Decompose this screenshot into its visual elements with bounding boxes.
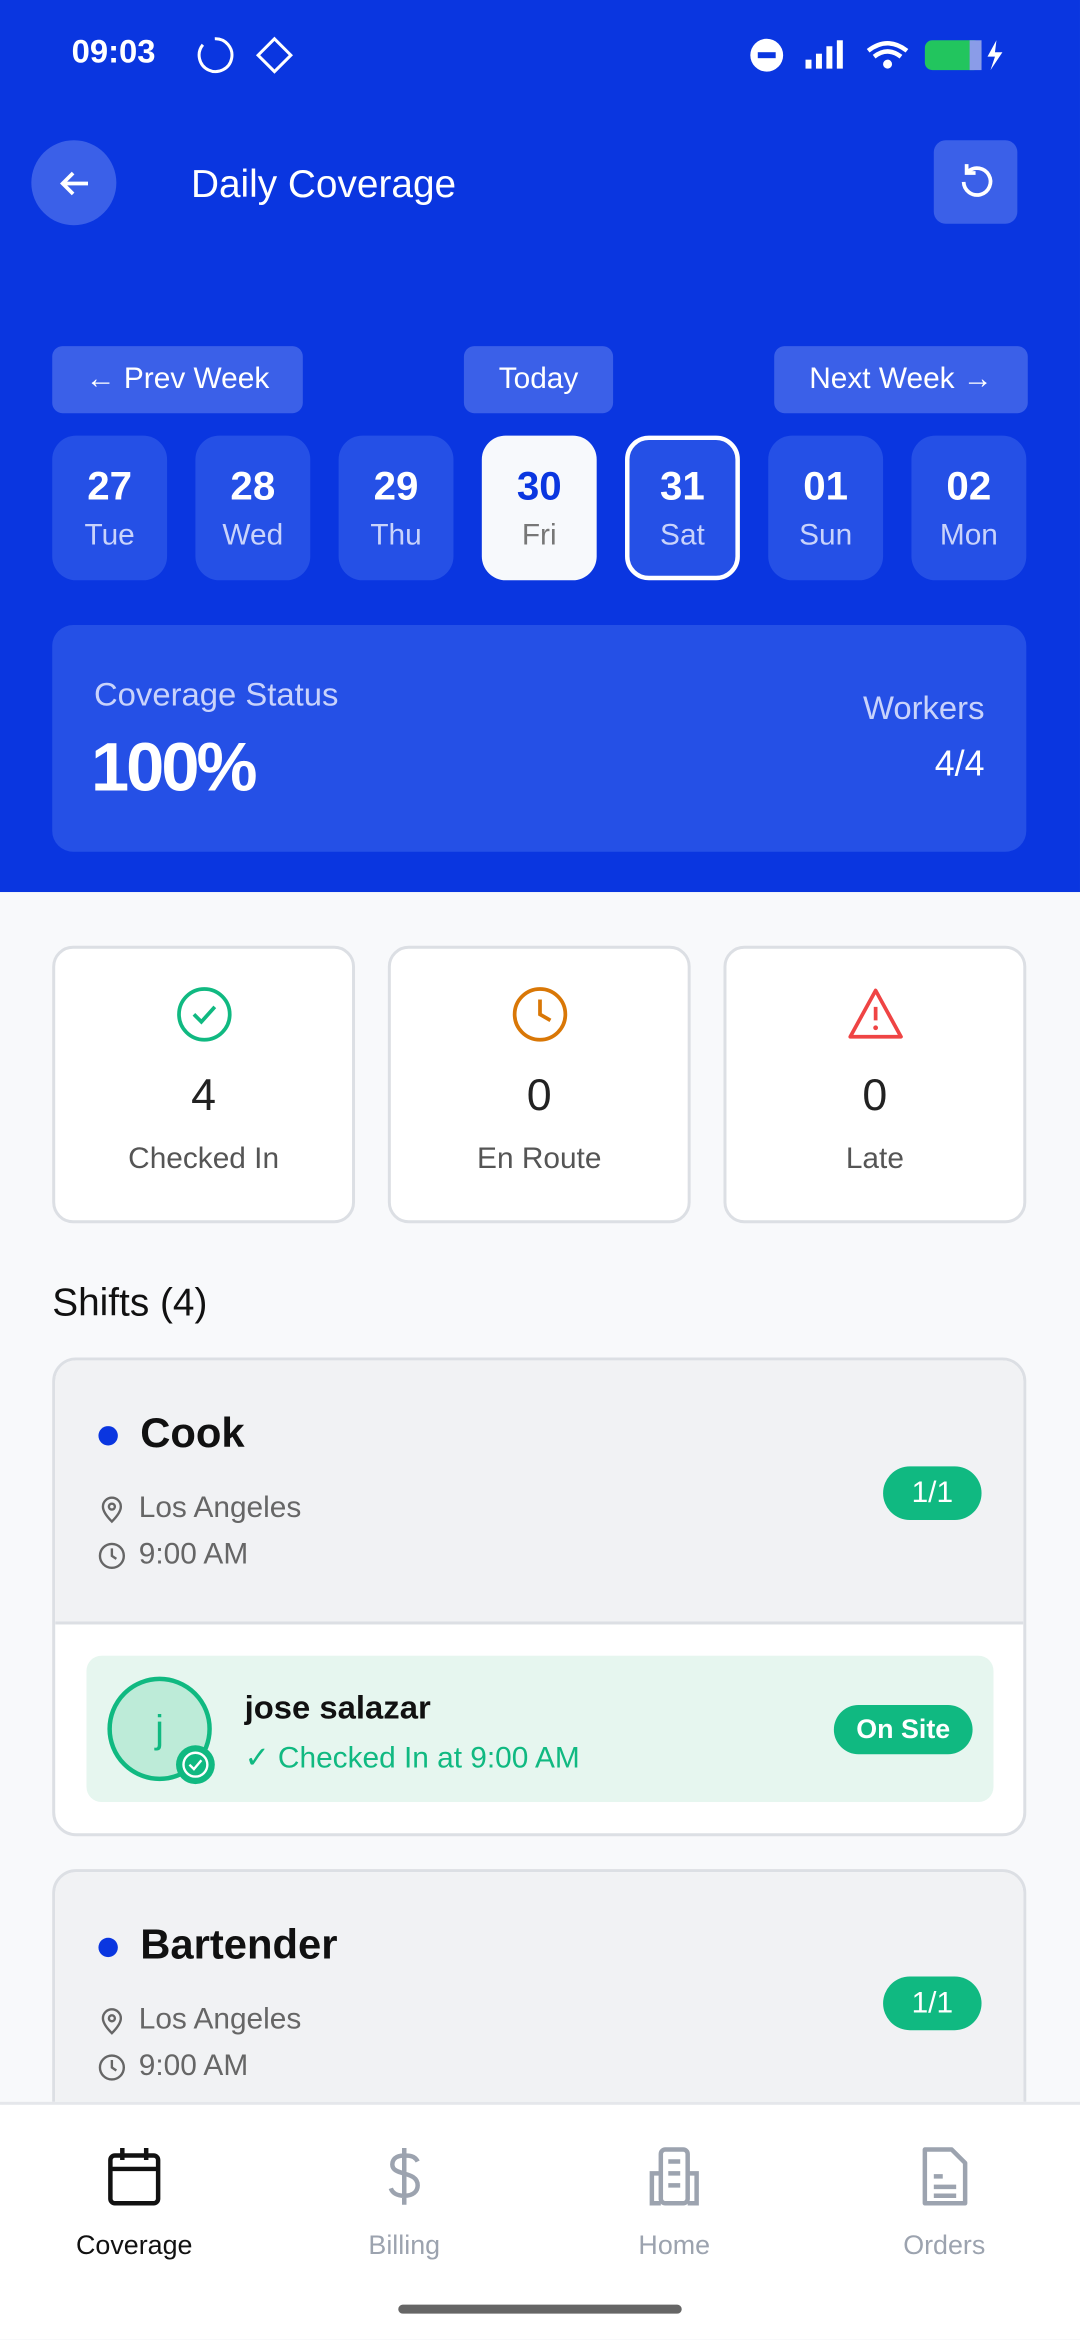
stat-value: 4 xyxy=(191,1071,217,1121)
stat-value: 0 xyxy=(862,1071,888,1121)
day-chip[interactable]: 02 Mon xyxy=(911,435,1027,581)
nav-orders[interactable]: Orders xyxy=(855,2147,1034,2262)
coverage-status-card: Coverage Status 100% Workers 4/4 xyxy=(52,625,1027,852)
refresh-icon xyxy=(961,164,993,197)
time-text: 9:00 AM xyxy=(138,2049,249,2083)
coverage-value: 100% xyxy=(90,727,258,806)
shift-location: Los Angeles xyxy=(97,1492,301,1526)
role-dot xyxy=(98,1937,118,1958)
stat-en-route: 0 En Route xyxy=(387,945,691,1224)
day-name: Wed xyxy=(222,518,284,552)
worker-row[interactable]: j jose salazar ✓ Checked In at 9:00 AM O… xyxy=(86,1655,994,1802)
document-icon xyxy=(922,2147,968,2206)
role-dot xyxy=(98,1426,118,1446)
day-number: 31 xyxy=(660,463,705,508)
day-number: 02 xyxy=(946,463,992,508)
check-circle-icon xyxy=(176,987,231,1042)
day-chip[interactable]: 27 Tue xyxy=(52,435,168,581)
shift-time: 9:00 AM xyxy=(97,1538,248,1572)
bottom-nav: Coverage Billing Home Orders xyxy=(0,2101,1080,2339)
nav-billing[interactable]: Billing xyxy=(315,2147,494,2262)
day-number: 28 xyxy=(230,463,276,508)
coverage-label: Coverage Status xyxy=(93,675,339,714)
stat-checked-in: 4 Checked In xyxy=(52,945,356,1224)
location-pin-icon xyxy=(101,2007,123,2035)
day-name: Mon xyxy=(939,518,998,552)
day-name: Fri xyxy=(521,518,557,552)
prev-week-button[interactable]: ← Prev Week xyxy=(52,346,303,414)
location-text: Los Angeles xyxy=(138,1491,302,1525)
stat-label: Late xyxy=(845,1142,904,1176)
shift-card[interactable]: Cook Los Angeles 9:00 AM 1/1 j jose sala… xyxy=(52,1357,1027,1837)
clock-icon xyxy=(98,2053,126,2080)
day-chip-selected[interactable]: 30 Fri xyxy=(481,435,597,581)
day-name: Sun xyxy=(799,518,853,552)
today-button[interactable]: Today xyxy=(463,346,614,414)
back-button[interactable] xyxy=(31,140,117,226)
time-text: 9:00 AM xyxy=(138,1537,249,1571)
on-site-badge: On Site xyxy=(833,1705,973,1755)
status-icons-right xyxy=(750,38,1003,72)
day-chip[interactable]: 29 Thu xyxy=(338,435,454,581)
nav-label: Orders xyxy=(903,2230,986,2260)
day-chip-outlined[interactable]: 31 Sat xyxy=(625,435,740,581)
shift-time: 9:00 AM xyxy=(97,2050,248,2084)
workers-label: Workers xyxy=(862,689,985,727)
shift-header: Cook Los Angeles 9:00 AM 1/1 xyxy=(55,1360,1024,1625)
nav-label: Coverage xyxy=(76,2230,193,2260)
day-chip[interactable]: 28 Wed xyxy=(195,435,311,581)
check-badge-icon xyxy=(176,1745,215,1785)
dollar-icon xyxy=(388,2148,420,2205)
building-icon xyxy=(649,2147,699,2206)
next-week-button[interactable]: Next Week → xyxy=(774,346,1028,414)
shift-role: Cook xyxy=(140,1409,245,1456)
workers-value: 4/4 xyxy=(934,744,985,785)
clock-icon xyxy=(98,1541,126,1569)
shift-role: Bartender xyxy=(140,1921,338,1968)
nav-coverage[interactable]: Coverage xyxy=(45,2147,224,2262)
calendar-icon xyxy=(108,2148,161,2206)
arrow-left-icon xyxy=(59,170,88,195)
page-title: Daily Coverage xyxy=(190,161,457,206)
stat-label: Checked In xyxy=(128,1142,280,1176)
day-number: 01 xyxy=(803,463,849,508)
stat-label: En Route xyxy=(477,1142,602,1176)
day-chip[interactable]: 01 Sun xyxy=(768,435,884,581)
clock-icon xyxy=(512,987,567,1042)
day-name: Thu xyxy=(370,518,422,552)
day-number: 27 xyxy=(87,463,133,508)
nav-home[interactable]: Home xyxy=(585,2147,764,2262)
fill-badge: 1/1 xyxy=(883,1466,982,1521)
nav-label: Home xyxy=(638,2230,711,2260)
home-indicator[interactable] xyxy=(398,2304,682,2314)
fill-badge: 1/1 xyxy=(883,1976,982,2031)
location-pin-icon xyxy=(101,1495,123,1523)
warning-icon xyxy=(847,988,903,1039)
worker-name: jose salazar xyxy=(244,1688,431,1726)
location-text: Los Angeles xyxy=(138,2003,302,2037)
status-icons-left xyxy=(197,36,293,74)
shifts-title: Shifts (4) xyxy=(52,1279,208,1325)
day-number: 29 xyxy=(373,463,419,508)
day-name: Tue xyxy=(84,518,135,552)
stat-value: 0 xyxy=(526,1071,552,1121)
shift-location: Los Angeles xyxy=(97,2003,301,2037)
stat-late: 0 Late xyxy=(723,945,1027,1224)
status-time: 09:03 xyxy=(71,32,156,71)
refresh-button[interactable] xyxy=(933,140,1018,224)
worker-status: ✓ Checked In at 9:00 AM xyxy=(244,1742,580,1776)
day-number: 30 xyxy=(516,463,562,508)
nav-label: Billing xyxy=(368,2230,441,2260)
day-name: Sat xyxy=(660,518,705,552)
